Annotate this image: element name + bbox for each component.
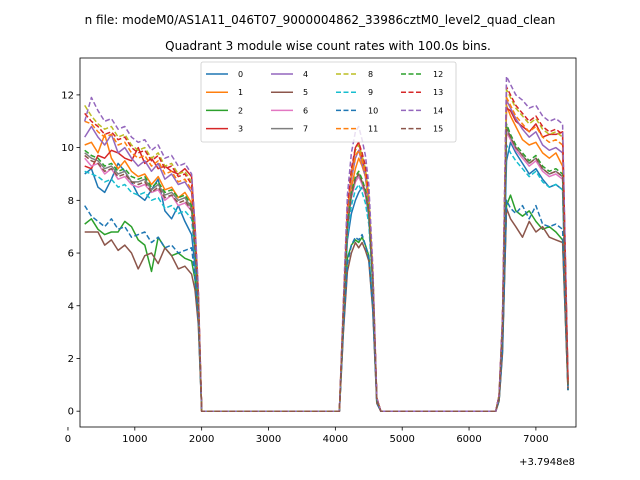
x-tick-label: 1000 bbox=[122, 434, 147, 445]
x-tick-label: 5000 bbox=[389, 434, 414, 445]
legend-label-5: 5 bbox=[303, 88, 308, 97]
legend-label-4: 4 bbox=[303, 70, 308, 79]
legend-label-15: 15 bbox=[433, 125, 443, 134]
legend-label-2: 2 bbox=[238, 106, 243, 115]
legend-label-11: 11 bbox=[368, 125, 378, 134]
series-line-5 bbox=[84, 207, 569, 412]
x-axis: 0 1000 2000 3000 4000 5000 6000 7000 bbox=[65, 427, 549, 445]
legend-label-7: 7 bbox=[303, 125, 308, 134]
series-lines bbox=[83, 75, 569, 412]
x-offset-label: +3.7948e8 bbox=[519, 457, 575, 468]
y-tick-label: 4 bbox=[68, 301, 74, 312]
x-tick-label: 2000 bbox=[189, 434, 214, 445]
y-tick-label: 2 bbox=[68, 354, 74, 365]
x-tick-label: 7000 bbox=[523, 434, 548, 445]
y-tick-label: 8 bbox=[68, 196, 74, 207]
x-tick-label: 3000 bbox=[256, 434, 281, 445]
series-line-12 bbox=[84, 123, 569, 412]
legend-label-8: 8 bbox=[368, 70, 373, 79]
series-line-9 bbox=[84, 144, 569, 412]
legend-label-1: 1 bbox=[238, 88, 243, 97]
series-line-11 bbox=[84, 96, 569, 412]
legend-box bbox=[200, 61, 457, 143]
plot-frame bbox=[79, 57, 577, 428]
x-tick-label: 4000 bbox=[323, 434, 348, 445]
x-tick-label: 0 bbox=[65, 434, 71, 445]
chart-title: Quadrant 3 module wise count rates with … bbox=[165, 39, 491, 53]
legend-label-9: 9 bbox=[368, 88, 373, 97]
legend-label-14: 14 bbox=[433, 106, 443, 115]
series-line-10 bbox=[84, 199, 569, 412]
legend-label-10: 10 bbox=[368, 106, 378, 115]
y-tick-label: 10 bbox=[61, 143, 74, 154]
series-line-2 bbox=[84, 194, 569, 412]
y-tick-label: 0 bbox=[68, 407, 74, 418]
y-tick-label: 6 bbox=[68, 249, 74, 260]
series-line-0 bbox=[84, 141, 569, 412]
y-axis: 0 2 4 6 8 10 12 bbox=[61, 90, 80, 418]
y-tick-label: 12 bbox=[61, 90, 74, 101]
legend-label-12: 12 bbox=[433, 70, 443, 79]
series-line-14 bbox=[83, 75, 569, 412]
legend-label-13: 13 bbox=[433, 88, 443, 97]
series-line-13 bbox=[84, 86, 569, 412]
series-line-15 bbox=[84, 128, 569, 412]
figure-suptitle: n file: modeM0/AS1A11_046T07_9000004862_… bbox=[85, 13, 556, 27]
legend-label-0: 0 bbox=[238, 70, 243, 79]
legend-label-6: 6 bbox=[303, 106, 308, 115]
x-tick-label: 6000 bbox=[456, 434, 481, 445]
legend-label-3: 3 bbox=[238, 125, 243, 134]
